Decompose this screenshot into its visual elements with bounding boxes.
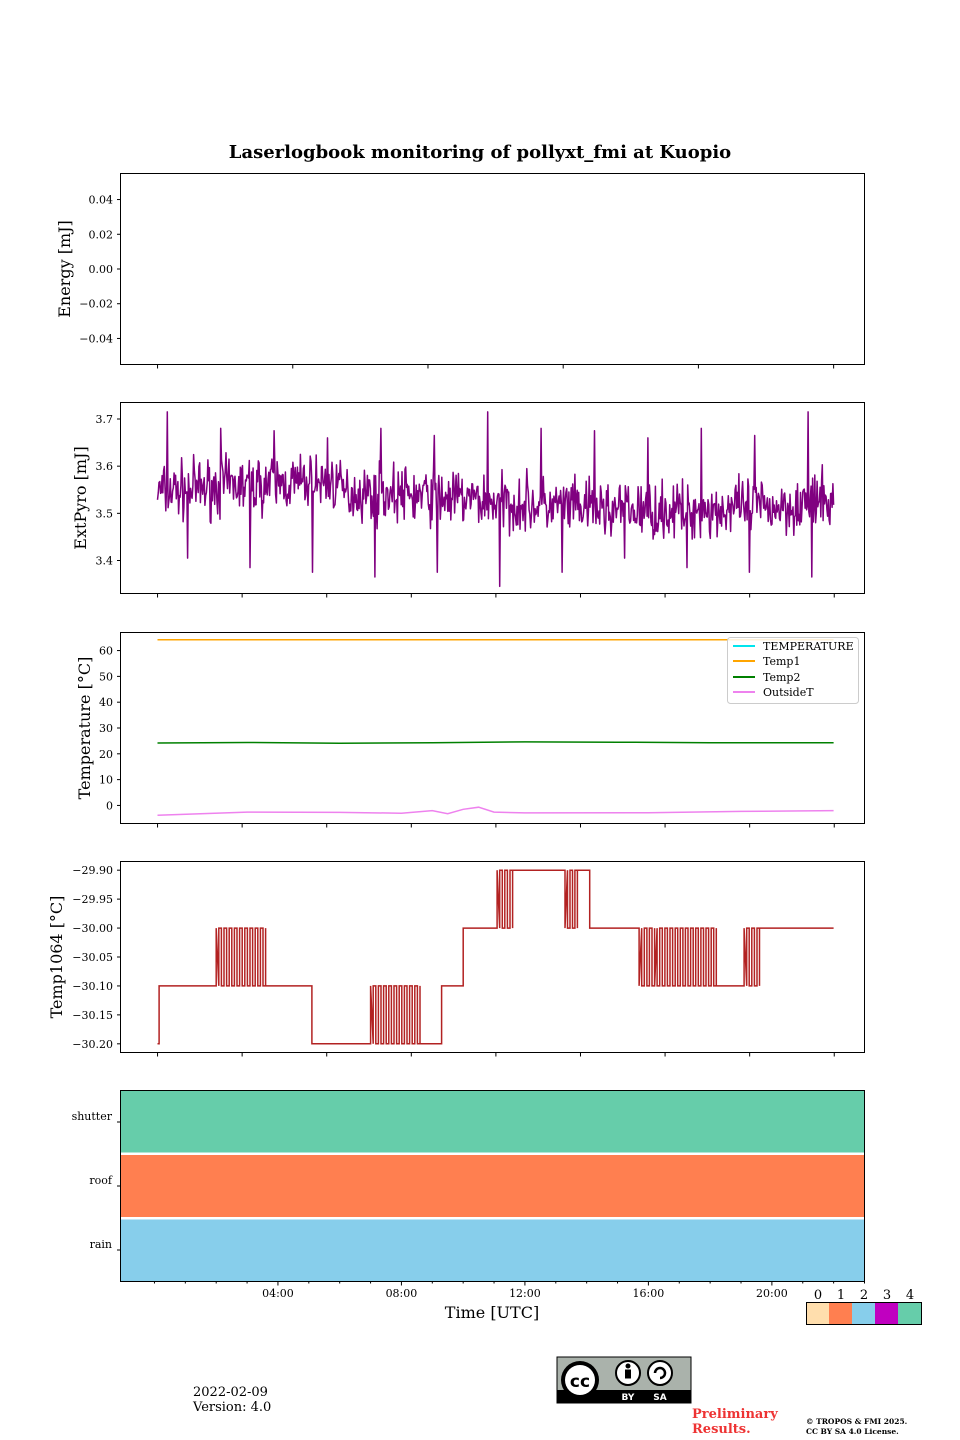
preliminary-line-2: Results. <box>692 1422 751 1437</box>
share-alike-icon <box>647 1360 673 1386</box>
temperature-ylabel: Temperature [°C] <box>75 657 94 800</box>
cc-by-label: BY <box>622 1393 635 1403</box>
colorbar-tick-3: 3 <box>883 1288 891 1303</box>
temp1064-ytick-label: −30.05 <box>72 951 113 964</box>
status-row-roof <box>120 1155 865 1217</box>
temp2-series-line <box>157 741 834 744</box>
temperature-ytick-label: 30 <box>99 722 113 735</box>
temp1064-xticks <box>157 1052 835 1057</box>
temperature-xticks <box>157 823 835 828</box>
temperature-ytick-label: 10 <box>99 774 113 787</box>
status-row-shutter <box>120 1090 865 1153</box>
temp1064-ytick-label: −30.10 <box>72 980 113 993</box>
share-alike-arrow <box>653 1366 667 1380</box>
temp1064-ylabel: Temp1064 [°C] <box>47 896 66 1019</box>
x-tick-label: 12:00 <box>509 1287 541 1300</box>
status-label-shutter: shutter <box>72 1110 113 1123</box>
x-tick-label: 04:00 <box>262 1287 294 1300</box>
panel-temp1064: −29.90 −29.95 −30.00 −30.05 −30.10 −30.15 −30.… <box>47 861 865 1057</box>
temperature-ytick-label: 50 <box>99 670 113 683</box>
copyright-line-2: CC BY SA 4.0 License. <box>806 1427 899 1436</box>
preliminary-line-1: Preliminary <box>692 1407 778 1422</box>
colorbar-frame <box>806 1302 922 1325</box>
extpyro-ytick-label: 3.5 <box>96 507 114 520</box>
temperature-ytick-label: 20 <box>99 748 113 761</box>
person-body <box>625 1369 631 1379</box>
status-label-rain: rain <box>90 1238 112 1251</box>
status-label-roof: roof <box>89 1174 113 1187</box>
temp1064-ytick-label: −30.00 <box>72 922 113 935</box>
panel-extpyro: 3.7 3.6 3.5 3.4 ExtPyro [mJ] <box>71 402 865 598</box>
temp1064-yticks: −29.90 −29.95 −30.00 −30.05 −30.10 −30.15 −30.… <box>72 864 121 1051</box>
colorbar-tick-4: 4 <box>906 1288 914 1303</box>
extpyro-yticks: 3.7 3.6 3.5 3.4 <box>96 413 121 567</box>
extpyro-series-line <box>156 411 835 588</box>
energy-ytick-label: −0.02 <box>79 298 113 311</box>
legend-label-temp1: Temp1 <box>763 655 800 668</box>
temp1064-series-line <box>157 869 834 1045</box>
colorbar-cell-2 <box>852 1302 875 1325</box>
x-axis-label: Time [UTC] <box>445 1303 539 1322</box>
energy-ytick-label: 0.02 <box>89 228 114 241</box>
temp1064-ytick-label: −29.95 <box>72 893 113 906</box>
energy-ylabel: Energy [mJ] <box>55 220 74 318</box>
temperature-ytick-label: 60 <box>99 645 113 658</box>
legend-label-temperature: TEMPERATURE <box>763 640 854 653</box>
status-row-rain <box>120 1219 865 1282</box>
energy-ytick-label: 0.00 <box>89 263 114 276</box>
temperature-ytick-label: 0 <box>106 799 113 812</box>
cc-sa-label: SA <box>653 1393 666 1403</box>
cc-by-sa-badge: cc BY SA <box>556 1356 692 1404</box>
footer-version: Version: 4.0 <box>192 1400 271 1415</box>
colorbar-tick-1: 1 <box>837 1288 845 1303</box>
outsidet-series-line <box>157 806 834 816</box>
status-colorbar: 0 1 2 3 4 <box>806 1288 922 1325</box>
energy-yticks: 0.04 0.02 0.00 −0.02 −0.04 <box>79 194 121 345</box>
extpyro-xticks <box>157 593 835 598</box>
energy-ytick-label: −0.04 <box>79 332 113 345</box>
status-axes-frame <box>120 1090 865 1282</box>
temp1064-ytick-label: −29.90 <box>72 864 113 877</box>
extpyro-ytick-label: 3.4 <box>96 554 114 567</box>
extpyro-ylabel: ExtPyro [mJ] <box>71 446 90 549</box>
copyright-line-1: © TROPOS & FMI 2025. <box>806 1417 907 1426</box>
energy-xticks <box>157 364 835 369</box>
colorbar-tick-2: 2 <box>860 1288 868 1303</box>
temperature-ytick-label: 40 <box>99 696 113 709</box>
colorbar-tick-0: 0 <box>814 1288 822 1303</box>
colorbar-cell-4 <box>898 1302 922 1325</box>
extpyro-ytick-label: 3.7 <box>96 413 114 426</box>
panel-temperature: 60 50 40 30 20 10 0 TEMPERATURE Temp1 Temp2 Ou… <box>75 632 865 828</box>
colorbar-cell-0 <box>806 1302 829 1325</box>
page-title: Laserlogbook monitoring of pollyxt_fmi a… <box>229 142 731 163</box>
legend-frame <box>727 637 859 704</box>
energy-ytick-label: 0.04 <box>89 194 114 207</box>
temp1064-ytick-label: −30.15 <box>72 1009 113 1022</box>
extpyro-axes-frame <box>120 402 865 594</box>
temp1064-ytick-label: −30.20 <box>72 1038 113 1051</box>
temperature-legend: TEMPERATURE Temp1 Temp2 OutsideT <box>727 637 859 704</box>
footer-date: 2022-02-09 <box>193 1385 268 1400</box>
legend-label-outsidet: OutsideT <box>763 686 814 699</box>
x-tick-label: 08:00 <box>386 1287 418 1300</box>
x-tick-label: 16:00 <box>633 1287 665 1300</box>
temperature-yticks: 60 50 40 30 20 10 0 <box>99 645 121 812</box>
person-head <box>625 1363 631 1369</box>
status-xticks: 04:00 08:00 12:00 16:00 20:00 <box>153 1281 865 1300</box>
panel-status: shutter roof rain 04:00 08:00 12:00 16:00 20… <box>72 1090 865 1322</box>
cc-logo-text: cc <box>570 1372 590 1392</box>
cc-logo-inner <box>565 1365 595 1395</box>
extpyro-ytick-label: 3.6 <box>96 460 114 473</box>
panel-energy: 0.04 0.02 0.00 −0.02 −0.04 Energy [mJ] <box>55 173 865 369</box>
x-tick-label: 20:00 <box>756 1287 788 1300</box>
legend-label-temp2: Temp2 <box>763 671 800 684</box>
colorbar-cell-3 <box>875 1302 898 1325</box>
colorbar-cell-1 <box>829 1302 852 1325</box>
